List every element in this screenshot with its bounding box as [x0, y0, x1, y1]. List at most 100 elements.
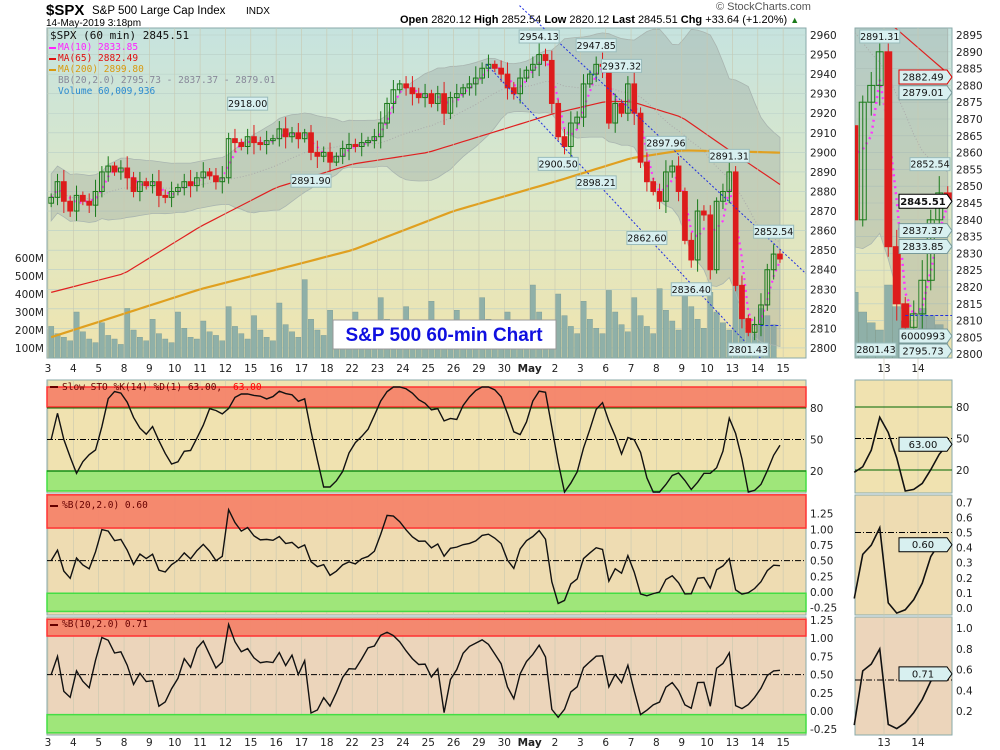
candle [428, 93, 435, 104]
price-annotation-box [575, 38, 617, 53]
candle [523, 69, 530, 79]
zoom-price-tick-label: 2865 [956, 131, 983, 143]
volume-bar [105, 335, 112, 358]
volume-tick-label: 300M [15, 307, 44, 319]
value-tag-box [898, 666, 953, 682]
x-tick-label-bottom: 23 [371, 737, 384, 749]
datetime: 14-May-2019 3:18pm [46, 18, 142, 29]
volume-bar [625, 331, 631, 358]
price-tick-label: 2800 [810, 343, 837, 355]
zoom-candle [358, 11, 365, 24]
volume-bar [86, 338, 93, 358]
sto-overbought-zone [46, 386, 807, 408]
price-annotation: 2937.32 [602, 61, 641, 72]
volume-bar [289, 331, 295, 358]
pb20-label: %B(20,2.0) 0.60 [62, 500, 148, 511]
candle [377, 122, 384, 138]
volume-bar [92, 342, 99, 358]
price-tick-label: 2820 [810, 304, 837, 316]
volume-bar [111, 338, 118, 358]
ma10-line [50, 58, 781, 327]
volume-tick-label: 200M [15, 325, 44, 337]
x-tick-label-bottom: 9 [146, 737, 153, 749]
x-tick-label: 12 [219, 363, 232, 375]
volume-bar [599, 333, 606, 358]
x-tick-label-bottom: 5 [95, 737, 102, 749]
candle [732, 171, 739, 286]
price-annotation: 2891.90 [291, 176, 330, 187]
candle [327, 151, 333, 163]
candle [764, 269, 771, 306]
sto-tick-label: 80 [810, 403, 823, 415]
candle [517, 77, 524, 95]
candle [688, 239, 695, 261]
x-tick-label: 22 [346, 363, 359, 375]
x-tick-label-bottom: 12 [219, 737, 232, 749]
volume-bar [320, 335, 327, 358]
price-annotation-box [601, 58, 643, 73]
zoom-candle [892, 246, 901, 305]
price-tick-label: 2910 [810, 128, 837, 140]
high-label: High [474, 14, 499, 26]
candle [257, 142, 264, 146]
pb20-tick-label: 1.25 [810, 509, 833, 521]
zoom-pb20-tick-label: 0.5 [956, 528, 973, 540]
x-tick-label: 24 [396, 363, 410, 375]
volume-bar [586, 319, 593, 358]
pb10-tick-label: 1.00 [810, 633, 833, 645]
zoom-candle [256, 0, 263, 5]
zoom-x-tick-label-bottom: 14 [911, 737, 925, 749]
zoom-candle [18, 102, 25, 109]
candle [390, 89, 397, 104]
zoom-candle [35, 52, 42, 86]
up-arrow-icon: ▲ [790, 15, 800, 25]
zoom-pb20-tick-label: 0.0 [956, 603, 973, 615]
price-annotation: 2947.85 [577, 41, 616, 52]
value-tag-box [898, 537, 953, 553]
x-tick-label-bottom: 3 [45, 737, 52, 749]
value-tag-box [898, 238, 953, 254]
last-value: 2845.51 [637, 14, 678, 26]
zoom-candle [324, 18, 331, 25]
price-tick-label: 2960 [810, 30, 837, 42]
candle [225, 138, 232, 179]
x-tick-label-bottom: 17 [295, 737, 308, 749]
volume-bar [663, 310, 669, 358]
candle [118, 167, 124, 173]
sto-label: Slow STO %K(14) %D(1) 63.00, [62, 382, 222, 393]
zoom-candle [1, 92, 8, 119]
candle [593, 63, 600, 75]
candle [650, 181, 657, 192]
zoom-price-tick-label: 2875 [956, 97, 983, 109]
x-tick-label: 8 [121, 363, 128, 375]
price-tick-label: 2810 [810, 323, 837, 335]
candle [491, 63, 498, 69]
low-value: 2820.12 [569, 14, 610, 26]
volume-bar [301, 279, 308, 358]
candle [111, 165, 118, 173]
price-annotation-box [626, 231, 668, 246]
price-annotation: 2862.60 [627, 234, 666, 245]
legend-price: $SPX (60 min) 2845.51 [50, 29, 189, 42]
volume-bar [618, 324, 625, 358]
copyright: © StockCharts.com [716, 1, 811, 13]
zoom-candle [855, 125, 859, 221]
candle [238, 142, 245, 147]
candle [625, 83, 631, 114]
candle [263, 140, 270, 146]
pb10-tick-label: -0.25 [810, 724, 837, 736]
volume-bar [580, 301, 587, 358]
candle [567, 122, 574, 147]
x-tick-label: 10 [700, 363, 713, 375]
candle [726, 171, 733, 192]
candle [675, 165, 682, 192]
x-tick-label: 13 [726, 363, 739, 375]
volume-bar [175, 311, 181, 358]
exchange: INDX [246, 6, 270, 17]
candle [441, 93, 447, 114]
zoom-pb20-tick-label: 0.1 [956, 588, 973, 600]
x-tick-label-bottom: 25 [422, 737, 435, 749]
x-tick-label: 15 [244, 363, 257, 375]
value-tag: 2879.01 [902, 88, 943, 99]
